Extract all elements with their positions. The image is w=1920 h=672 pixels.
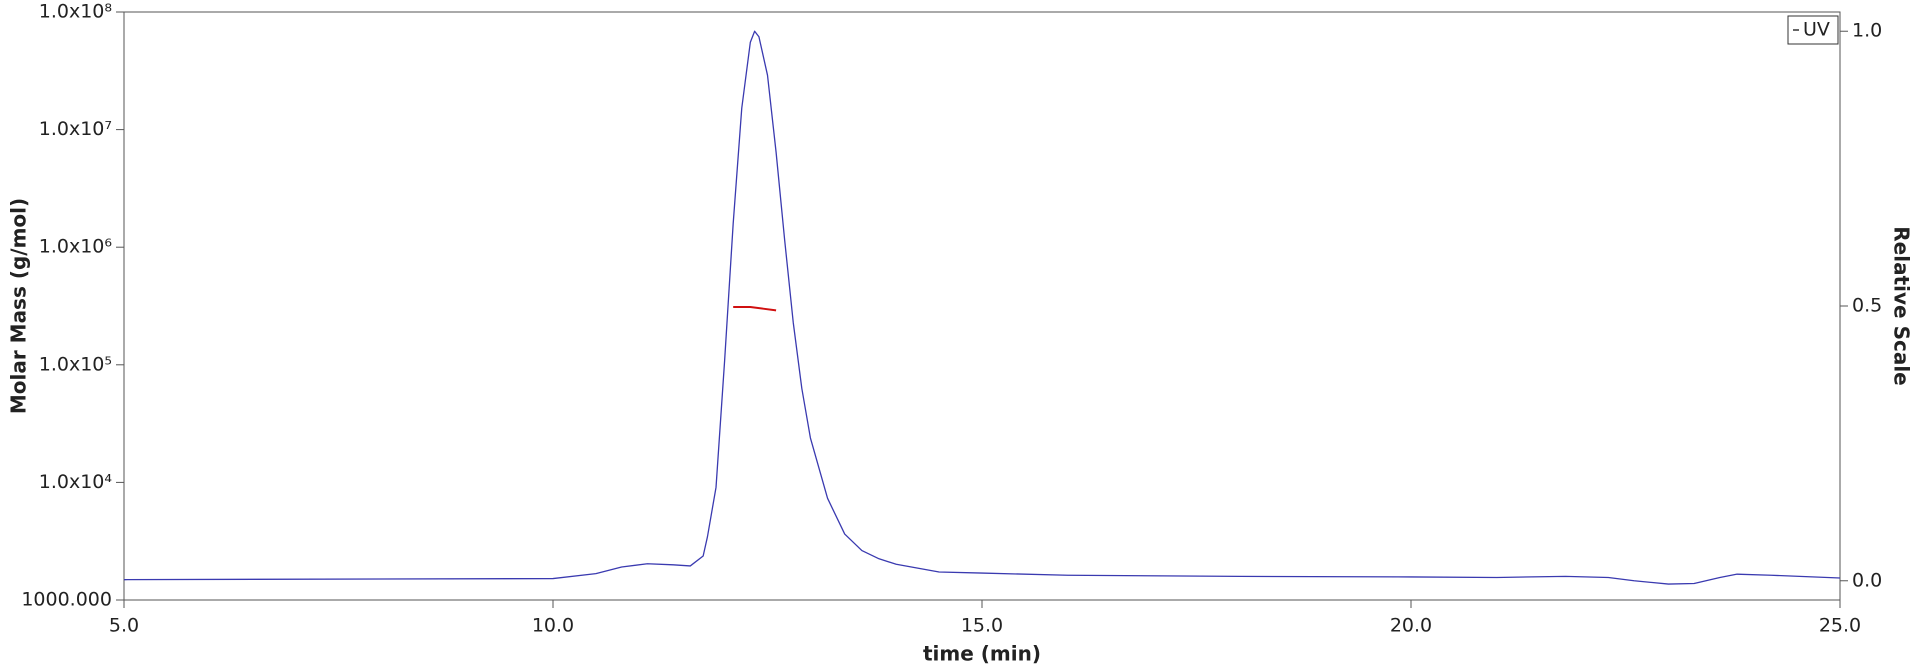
y-tick-label: 1.0x10⁸: [39, 1, 112, 23]
x-axis-title: time (min): [923, 642, 1041, 666]
y-axis-title: Molar Mass (g/mol): [7, 198, 31, 414]
y-tick-label: 1.0x10⁴: [39, 471, 113, 493]
series-line: [123, 30, 1841, 585]
series-line: [733, 306, 777, 312]
y-tick-label: 1.0x10⁶: [39, 236, 112, 258]
y2-tick-label: 0.5: [1852, 295, 1882, 317]
x-tick-label: 10.0: [532, 615, 574, 637]
x-tick-label: 20.0: [1390, 615, 1432, 637]
y-tick-label: 1.0x10⁷: [39, 118, 112, 140]
legend-label: UV: [1803, 19, 1830, 41]
y2-axis-title: Relative Scale: [1890, 226, 1914, 385]
y-tick-label: 1.0x10⁵: [39, 353, 112, 375]
x-tick-label: 25.0: [1819, 615, 1861, 637]
x-tick-label: 15.0: [961, 615, 1003, 637]
x-tick-label: 5.0: [109, 615, 139, 637]
y-tick-label: 1000.000: [21, 589, 112, 611]
y2-tick-label: 0.0: [1852, 569, 1882, 591]
y2-tick-label: 1.0: [1852, 20, 1882, 42]
plot-frame: [123, 11, 1841, 601]
